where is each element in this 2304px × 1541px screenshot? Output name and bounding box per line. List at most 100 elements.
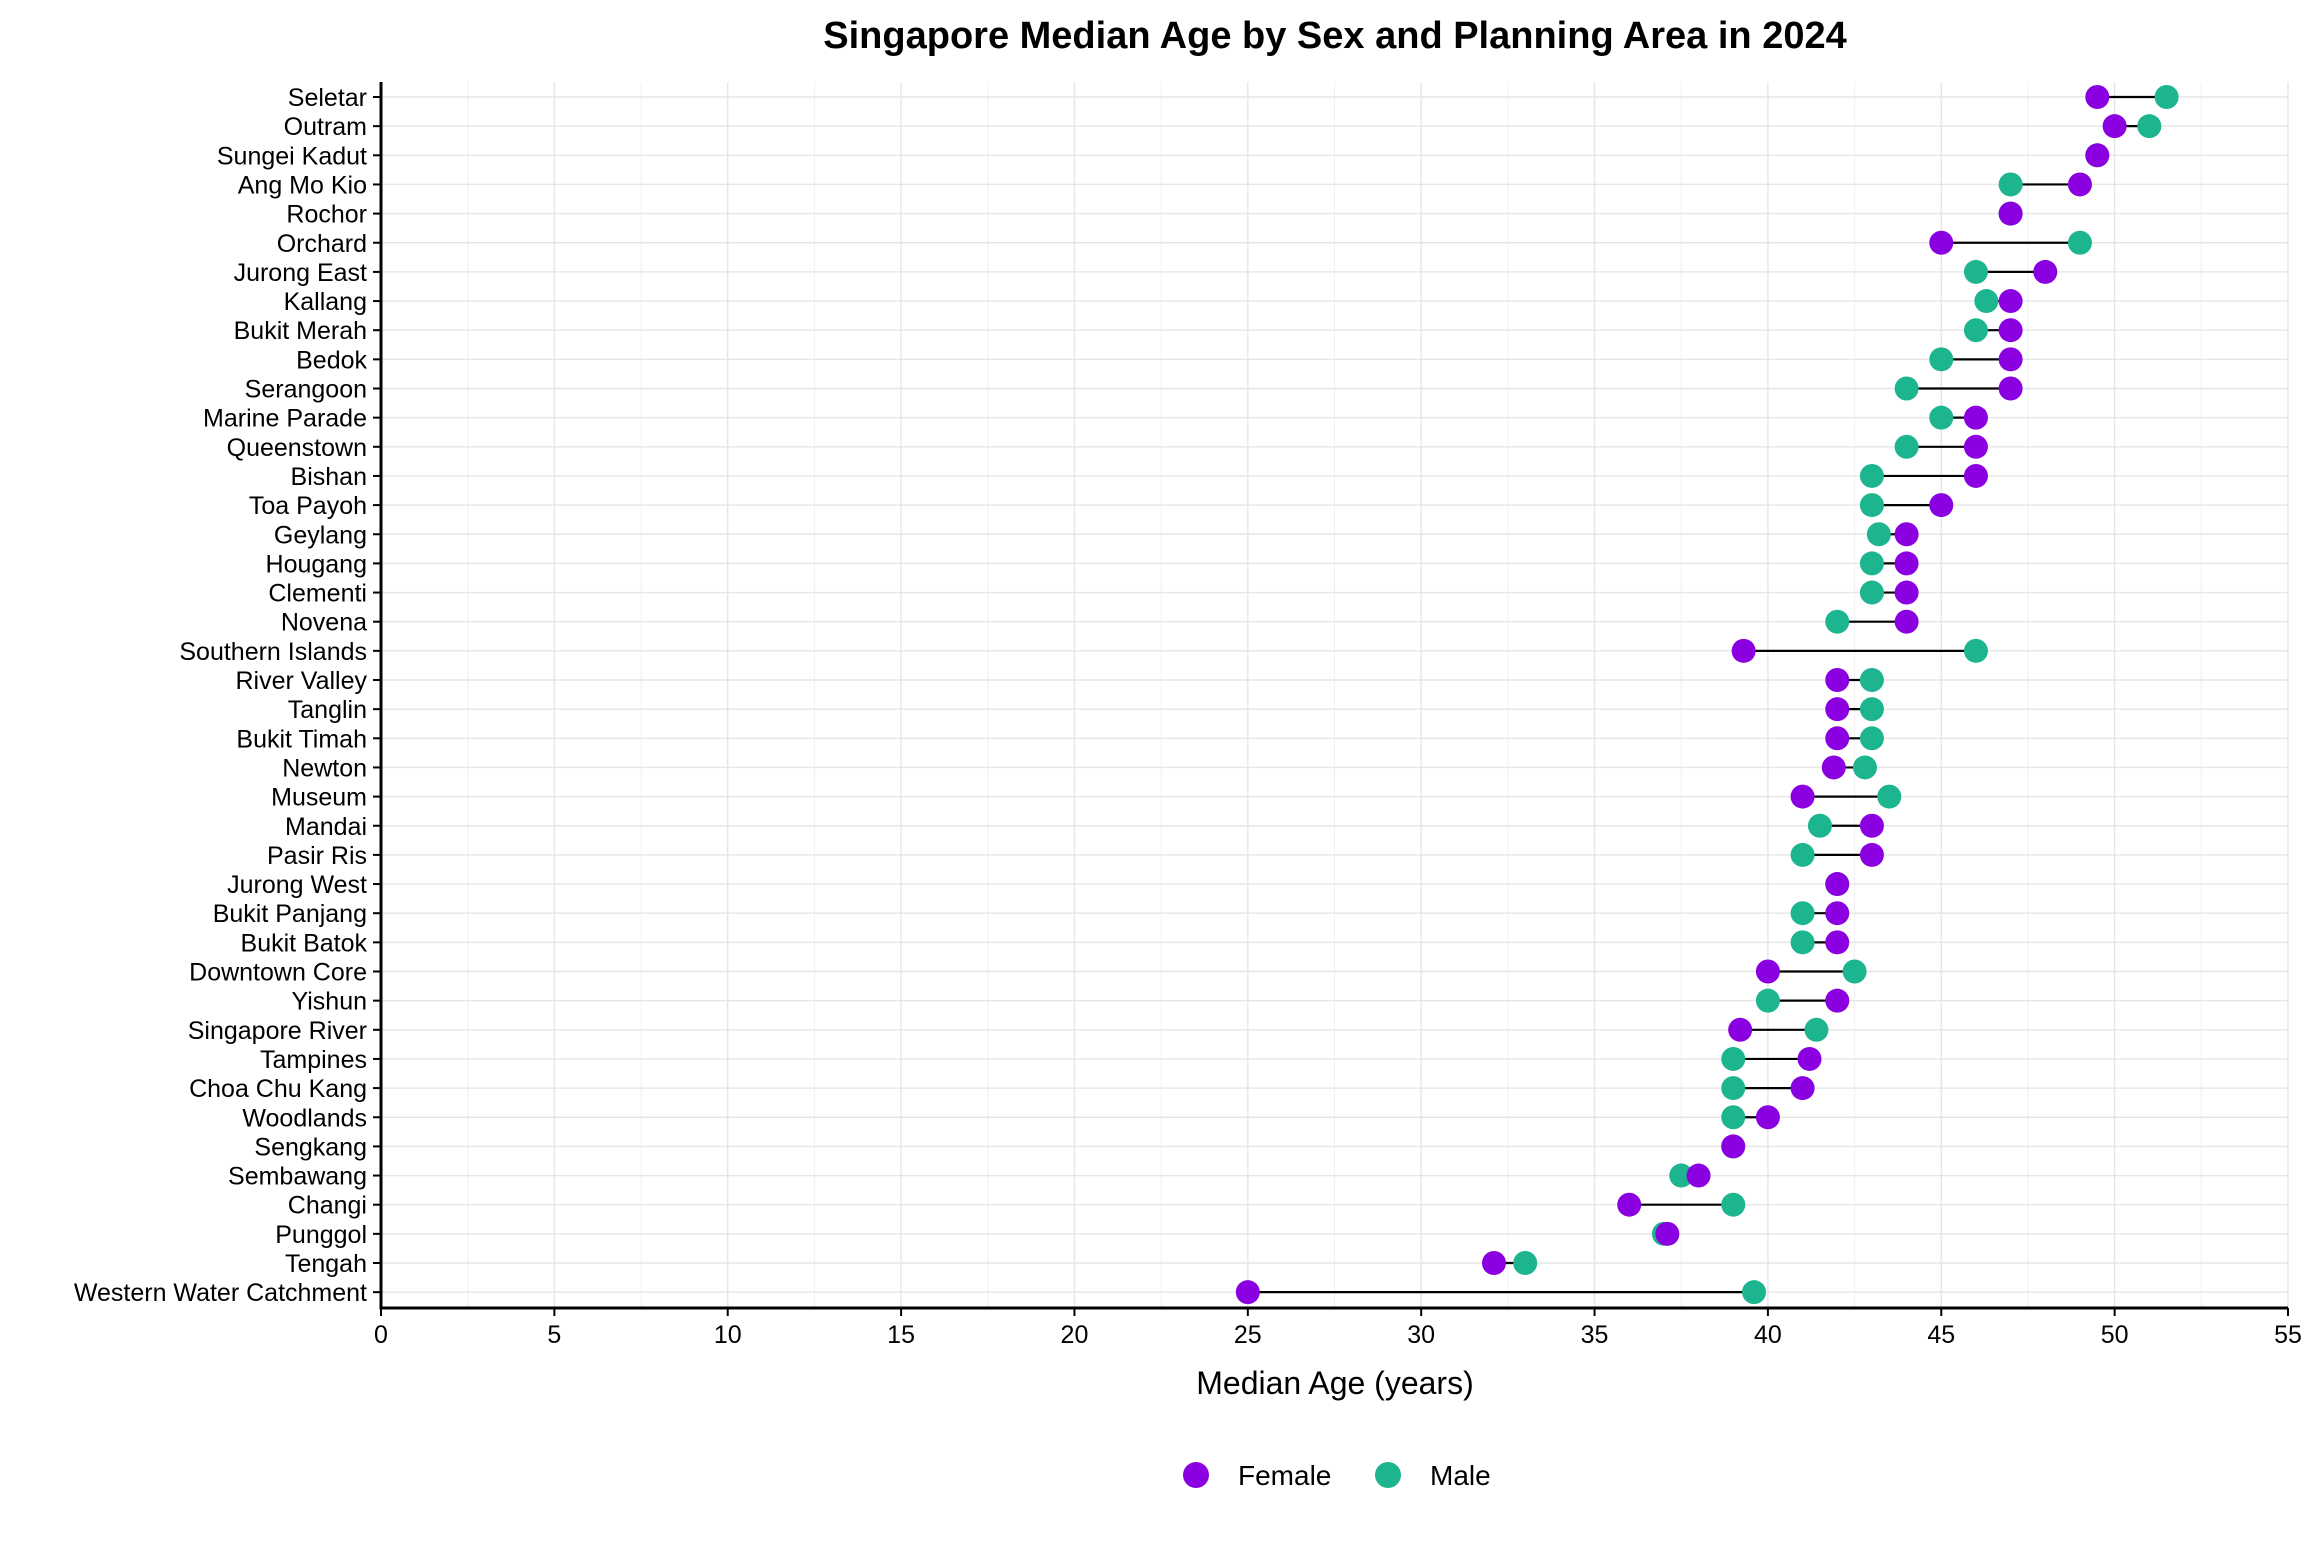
male-point [2154,85,2179,109]
female-point [1721,1134,1746,1159]
y-tick-label: Changi [288,1192,367,1220]
female-point [1235,1280,1260,1305]
x-tick-label: 25 [1234,1321,1262,1349]
x-axis-title: Median Age (years) [1196,1365,1473,1401]
male-point [1963,259,1988,284]
female-point [1655,1221,1680,1246]
y-tick-label: Museum [271,784,367,812]
male-point [1790,842,1815,867]
female-point [1825,930,1850,955]
male-point [1859,551,1884,576]
grid-lines [380,82,2289,1308]
female-point [1825,726,1850,751]
y-tick-label: Serangoon [245,376,367,404]
male-point [1859,697,1884,722]
female-point [1929,230,1954,255]
y-tick-label: Jurong East [234,259,367,287]
legend-marker-male [1375,1462,1401,1488]
male-point [1859,726,1884,751]
x-tick-label: 55 [2274,1321,2302,1349]
y-tick-label: Ang Mo Kio [238,171,367,199]
y-tick-label: Southern Islands [179,638,367,666]
legend-label-male: Male [1430,1460,1491,1491]
female-point [1963,434,1988,459]
y-tick-label: Punggol [275,1221,367,1249]
male-point [1894,434,1919,459]
x-tick-label: 10 [714,1321,742,1349]
male-point [1790,901,1815,926]
data-points [1235,85,2179,1305]
female-point [1894,551,1919,576]
male-point [1859,580,1884,605]
male-point [1807,813,1832,838]
x-tick-label: 15 [887,1321,915,1349]
y-tick-label: Toa Payoh [249,492,367,520]
male-point [1742,1280,1767,1305]
y-tick-label: Mandai [285,813,367,841]
y-tick-label: Bishan [291,463,367,491]
male-point [1963,318,1988,343]
female-point [1859,842,1884,867]
male-point [1974,289,1999,314]
y-tick-label: Downtown Core [189,959,367,987]
female-point [2085,85,2110,109]
male-point [1804,1017,1829,1042]
female-point [1998,201,2023,226]
dumbbell-segments [1247,95,2167,1294]
male-point [1852,755,1877,780]
male-point [1894,376,1919,401]
y-tick-label: Seletar [288,84,367,112]
chart-title: Singapore Median Age by Sex and Planning… [823,15,1846,57]
female-point [1755,1105,1780,1130]
male-point [1929,405,1954,430]
y-tick-label: Bukit Panjang [213,900,367,928]
male-point [1669,1163,1694,1188]
female-point [1963,463,1988,488]
y-tick-label: Pasir Ris [267,842,367,870]
female-point [1821,755,1846,780]
x-tick-label: 35 [1581,1321,1609,1349]
female-point [1998,318,2023,343]
male-point [1877,784,1902,809]
legend-marker-female [1183,1462,1209,1488]
y-tick-label: Tengah [285,1250,367,1278]
y-tick-label: Queenstown [227,434,367,462]
male-point [1929,347,1954,372]
x-tick-label: 40 [1754,1321,1782,1349]
female-point [1731,638,1756,663]
male-point [1825,609,1850,634]
x-axis-tick-labels: 0 5 10 15 20 25 30 35 40 45 50 55 [374,1308,2302,1349]
male-point [2137,114,2162,139]
female-point [1894,522,1919,547]
female-point [1686,1163,1711,1188]
x-tick-label: 45 [1927,1321,1955,1349]
female-point [1998,289,2023,314]
male-point [1755,988,1780,1013]
y-tick-label: Orchard [277,230,367,258]
y-tick-label: Bukit Merah [234,317,367,345]
y-tick-label: River Valley [235,667,367,695]
female-point [1790,784,1815,809]
female-point [1481,1251,1506,1275]
female-point [2102,114,2127,139]
male-point [1790,930,1815,955]
male-point [1842,959,1867,984]
y-tick-label: Marine Parade [203,405,367,433]
y-tick-label: Sungei Kadut [217,142,367,170]
x-tick-label: 30 [1407,1321,1435,1349]
y-tick-label: Kallang [284,288,367,316]
male-point [1859,668,1884,692]
y-tick-label: Singapore River [188,1017,367,1045]
male-point [1721,1105,1746,1130]
male-point [1998,172,2023,197]
y-tick-label: Bukit Timah [236,725,367,753]
axes [379,82,2288,1310]
female-point [1825,988,1850,1013]
female-point [1998,376,2023,401]
x-tick-label: 20 [1061,1321,1089,1349]
male-point [1721,1046,1746,1071]
male-point [1866,522,1891,547]
